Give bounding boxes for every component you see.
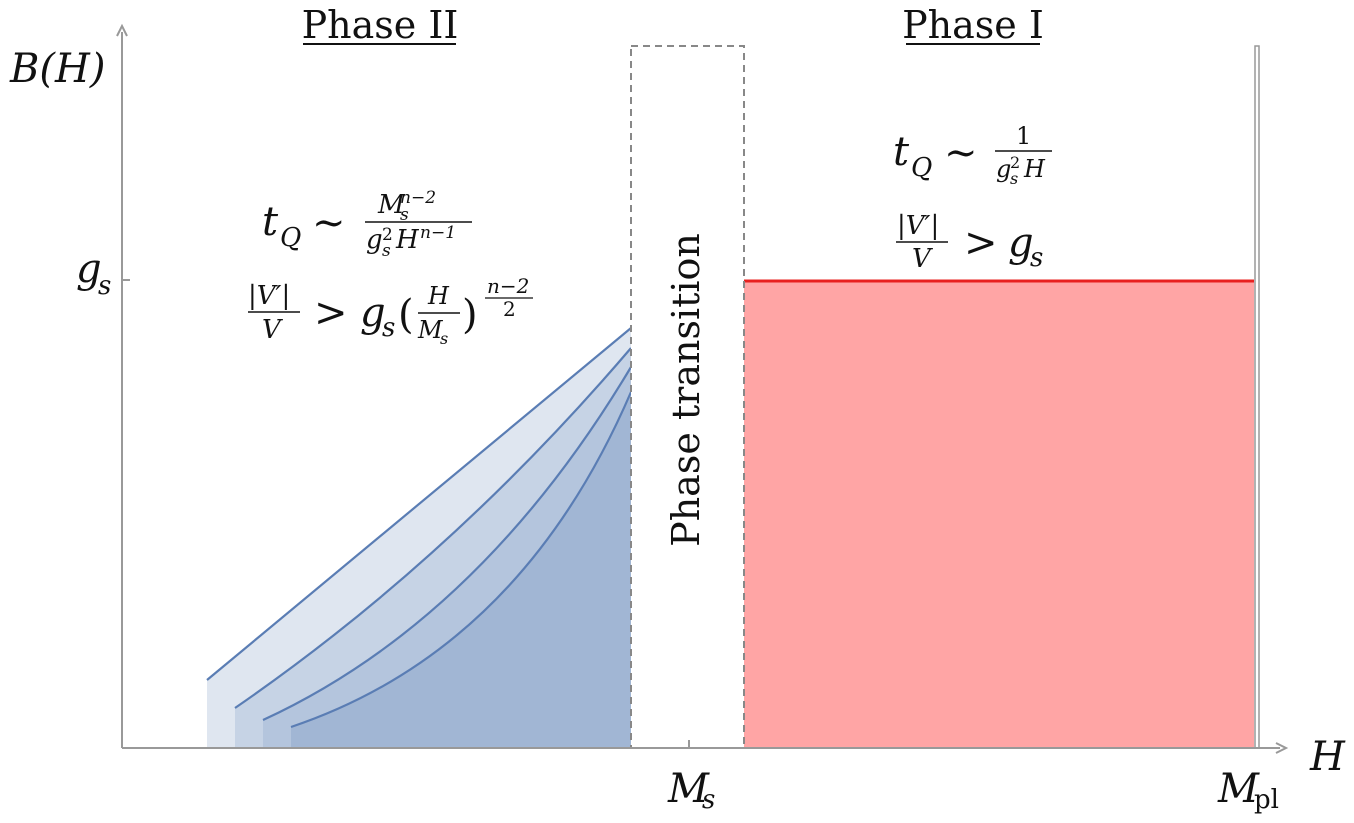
- phase-ii-bound: |V′| V > g s ( H M s ) n−2 2: [248, 274, 533, 348]
- y-tick-label-sub: s: [98, 271, 111, 301]
- math: g: [1008, 220, 1034, 266]
- math: s: [1010, 169, 1018, 188]
- phase-title: Phase II: [302, 3, 459, 47]
- math: n−2: [400, 188, 436, 208]
- math: M: [417, 316, 444, 344]
- math: H: [1023, 155, 1046, 183]
- math: s: [382, 241, 391, 261]
- math: |V′|: [248, 281, 290, 311]
- math: t: [262, 199, 279, 245]
- math: s: [1030, 243, 1043, 273]
- x-axis-label: H: [1309, 734, 1346, 780]
- math: n−2: [487, 274, 529, 298]
- math: 2: [1010, 153, 1020, 172]
- math: 2: [503, 297, 516, 321]
- math: n−1: [420, 223, 456, 243]
- x-tick-label-sub: s: [702, 785, 715, 815]
- curve: [206, 327, 632, 681]
- x-tick-label-sub: pl: [1254, 785, 1279, 815]
- math: (: [398, 292, 414, 338]
- math: >: [964, 220, 998, 266]
- x-tick-label: M: [1217, 766, 1260, 812]
- math: g: [996, 155, 1011, 183]
- math: s: [400, 205, 409, 225]
- y-tick-label: g: [76, 246, 102, 292]
- math: ∼: [944, 130, 978, 176]
- math: s: [382, 313, 395, 343]
- math: s: [440, 329, 448, 348]
- x-arrow: [1275, 742, 1289, 754]
- region: [291, 392, 631, 748]
- math: H: [395, 225, 420, 255]
- phase-title: Phase I: [902, 3, 1044, 47]
- math: V: [262, 315, 283, 345]
- phase-ii-regions: [206, 327, 633, 748]
- phase-i-region: [744, 281, 1254, 748]
- math: V: [912, 244, 933, 274]
- math: ): [462, 292, 478, 338]
- math: t: [893, 129, 910, 175]
- phase-transition-box: [630, 45, 745, 749]
- x-tick-label: M: [667, 766, 710, 812]
- math: >: [314, 290, 348, 336]
- curve: [290, 391, 633, 729]
- math: g: [360, 290, 386, 336]
- math: Q: [280, 223, 301, 253]
- math: Q: [911, 153, 932, 183]
- math: 1: [1016, 122, 1031, 150]
- math: g: [366, 225, 383, 255]
- curve: [262, 366, 632, 721]
- math: 2: [382, 225, 393, 245]
- curve: [234, 347, 632, 709]
- planck-wall: [1254, 45, 1260, 749]
- phase-transition-label: Phase transition: [664, 233, 708, 547]
- phase-i-bound: |V′| V > g s: [896, 211, 1043, 274]
- y-arrow: [116, 23, 128, 37]
- phase-i-time: t Q ∼ 1 g s 2 H: [893, 122, 1052, 188]
- math: |V′|: [897, 211, 939, 241]
- y-axis-label: B(H): [9, 46, 106, 92]
- math: H: [427, 282, 450, 310]
- math: M: [377, 190, 406, 220]
- math: ∼: [312, 200, 346, 246]
- phase-ii-time: t Q ∼ M s n−2 g s 2 H n−1: [262, 188, 472, 261]
